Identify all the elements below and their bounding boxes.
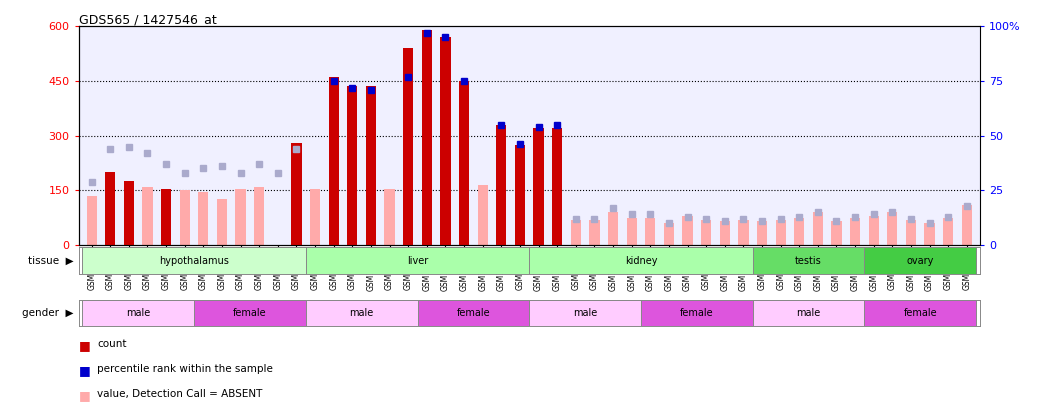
Text: ovary: ovary [907,256,934,266]
Bar [515,145,525,245]
Bar [924,223,935,245]
Bar [752,247,865,274]
Bar [720,221,729,245]
Bar [850,218,860,245]
Bar [385,189,395,245]
Bar [869,216,879,245]
Bar [552,128,563,245]
Text: male: male [126,308,150,318]
Text: ■: ■ [79,364,90,377]
Text: male: male [350,308,374,318]
Bar [124,181,134,245]
Bar [589,220,599,245]
Bar [571,220,581,245]
Text: percentile rank within the sample: percentile rank within the sample [97,364,274,374]
Bar [236,189,245,245]
Text: female: female [903,308,937,318]
Bar [198,192,209,245]
Text: hypothalamus: hypothalamus [159,256,230,266]
Bar [291,143,302,245]
Bar [865,300,976,326]
Bar [663,223,674,245]
Bar [641,300,752,326]
Bar [329,77,339,245]
Bar [87,196,96,245]
Text: tissue  ▶: tissue ▶ [27,256,73,266]
Bar [757,221,767,245]
Text: liver: liver [407,256,429,266]
Bar [752,300,865,326]
Text: ■: ■ [79,339,90,352]
Text: male: male [796,308,821,318]
Text: value, Detection Call = ABSENT: value, Detection Call = ABSENT [97,389,263,399]
Bar [194,300,306,326]
Bar [794,218,805,245]
Bar [496,125,506,245]
Bar [161,189,171,245]
Bar [459,81,470,245]
Bar [306,247,529,274]
Text: testis: testis [795,256,822,266]
Bar [646,218,655,245]
Bar [254,187,264,245]
Text: female: female [233,308,267,318]
Bar [83,247,306,274]
Bar [738,220,748,245]
Bar [478,185,487,245]
Bar [962,205,971,245]
Bar [179,190,190,245]
Bar [83,300,194,326]
Bar [366,86,376,245]
Bar [943,218,954,245]
Bar [143,187,153,245]
Bar [831,221,842,245]
Bar [905,220,916,245]
Bar [533,128,544,245]
Text: kidney: kidney [625,256,657,266]
Bar [347,86,357,245]
Bar [105,172,115,245]
Bar [529,247,752,274]
Bar [217,200,227,245]
Text: female: female [457,308,490,318]
Bar [888,212,897,245]
Text: gender  ▶: gender ▶ [22,308,73,318]
Bar [403,48,413,245]
Bar [682,216,693,245]
Bar [813,212,823,245]
Bar [440,37,451,245]
Bar [701,220,712,245]
Text: count: count [97,339,127,349]
Text: male: male [573,308,597,318]
Bar [306,300,417,326]
Text: GDS565 / 1427546_at: GDS565 / 1427546_at [79,13,216,26]
Bar [776,220,786,245]
Bar [417,300,529,326]
Text: female: female [680,308,714,318]
Text: ■: ■ [79,389,90,402]
Bar [865,247,976,274]
Bar [627,218,637,245]
Bar [608,212,618,245]
Bar [310,189,321,245]
Bar [529,300,641,326]
Bar [421,30,432,245]
